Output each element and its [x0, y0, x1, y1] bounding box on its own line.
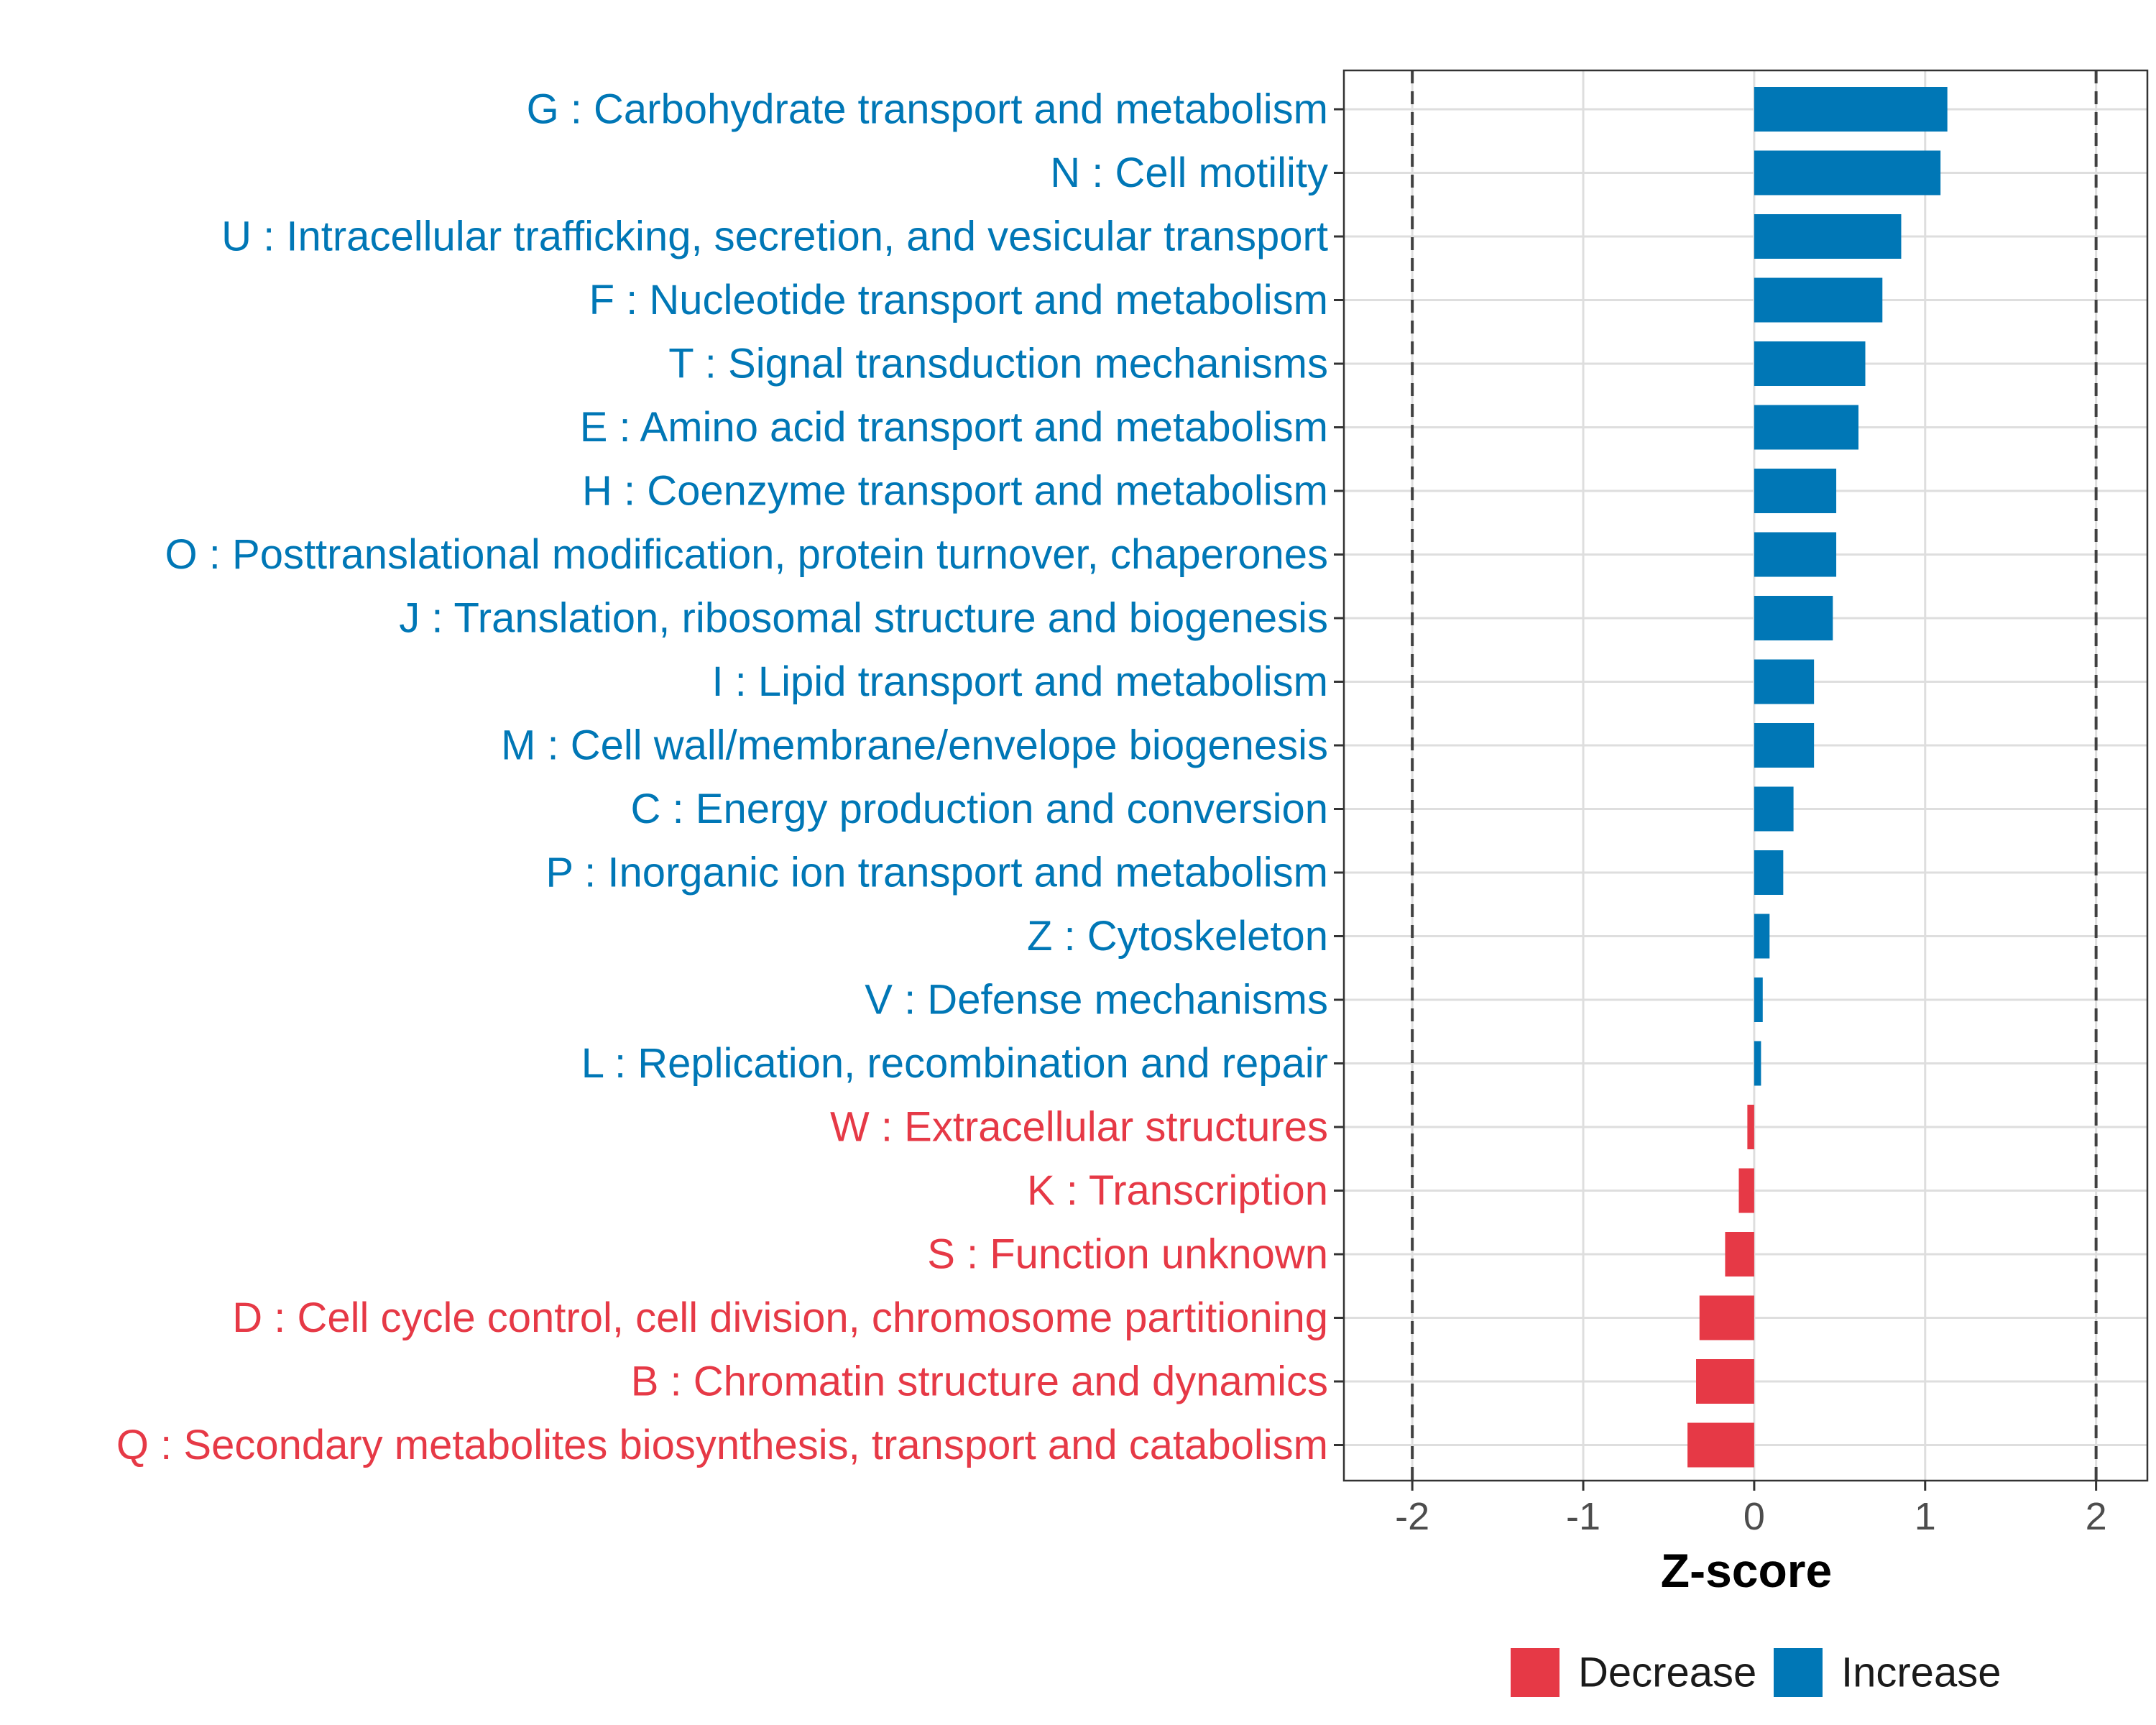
bar-10: [1754, 723, 1815, 768]
bar-20: [1696, 1359, 1754, 1404]
bar-5: [1754, 405, 1858, 450]
x-tick-label-2: 0: [1743, 1495, 1765, 1538]
category-label-14: V : Defense mechanisms: [865, 977, 1328, 1024]
horizontal-gridlines: [1344, 108, 2147, 1446]
plot-border: [1342, 69, 2149, 1482]
category-label-0: G : Carbohydrate transport and metabolis…: [527, 86, 1328, 133]
legend-label-decrease: Decrease: [1578, 1650, 1756, 1696]
bar-6: [1754, 469, 1837, 513]
category-label-4: T : Signal transduction mechanisms: [668, 341, 1328, 387]
x-tick-label-0: -2: [1395, 1495, 1429, 1538]
bar-0: [1754, 87, 1948, 132]
category-label-17: K : Transcription: [1027, 1167, 1328, 1214]
bar-18: [1725, 1232, 1754, 1276]
x-tick-label-3: 1: [1915, 1495, 1936, 1538]
bar-11: [1754, 786, 1794, 832]
legend-key-decrease: [1511, 1648, 1560, 1697]
bar-13: [1754, 914, 1770, 959]
category-label-2: U : Intracellular trafficking, secretion…: [221, 213, 1328, 260]
category-label-16: W : Extracellular structures: [830, 1104, 1328, 1151]
bar-9: [1754, 659, 1815, 704]
category-label-9: I : Lipid transport and metabolism: [711, 658, 1328, 705]
category-label-15: L : Replication, recombination and repai…: [581, 1040, 1328, 1087]
x-tick-label-4: 2: [2086, 1495, 2107, 1538]
bar-1: [1754, 150, 1941, 196]
category-label-18: S : Function unknown: [927, 1231, 1328, 1278]
legend: Decrease Increase: [1511, 1648, 2001, 1697]
category-label-8: J : Translation, ribosomal structure and…: [399, 595, 1328, 642]
category-label-19: D : Cell cycle control, cell division, c…: [232, 1294, 1328, 1341]
bar-2: [1754, 214, 1902, 259]
category-label-1: N : Cell motility: [1050, 150, 1328, 196]
x-axis-title: Z-score: [1661, 1544, 1832, 1597]
bar-17: [1738, 1168, 1754, 1213]
bar-14: [1754, 978, 1763, 1022]
category-label-6: H : Coenzyme transport and metabolism: [582, 468, 1328, 515]
bars: [1687, 87, 1948, 1468]
category-label-7: O : Posttranslational modification, prot…: [165, 531, 1328, 578]
bar-19: [1699, 1295, 1754, 1340]
x-axis-ticks: -2 -1 0 1 2: [1395, 1481, 2107, 1538]
bar-7: [1754, 532, 1837, 577]
category-label-3: F : Nucleotide transport and metabolism: [589, 277, 1328, 323]
category-label-21: Q : Secondary metabolites biosynthesis, …: [116, 1422, 1328, 1468]
bar-12: [1754, 850, 1784, 895]
reference-lines: [1411, 70, 2098, 1481]
category-label-20: B : Chromatin structure and dynamics: [631, 1358, 1328, 1405]
category-label-5: E : Amino acid transport and metabolism: [580, 404, 1328, 451]
bar-15: [1754, 1041, 1761, 1086]
bar-3: [1754, 277, 1883, 323]
legend-key-increase: [1774, 1648, 1823, 1697]
category-label-10: M : Cell wall/membrane/envelope biogenes…: [501, 722, 1328, 769]
category-label-11: C : Energy production and conversion: [631, 786, 1328, 832]
bar-21: [1687, 1422, 1754, 1468]
category-labels: G : Carbohydrate transport and metabolis…: [116, 86, 1344, 1468]
bar-4: [1754, 341, 1866, 386]
category-label-12: P : Inorganic ion transport and metaboli…: [545, 850, 1328, 896]
bar-16: [1747, 1105, 1754, 1149]
x-tick-label-1: -1: [1566, 1495, 1600, 1538]
bar-8: [1754, 596, 1833, 640]
category-label-13: Z : Cytoskeleton: [1027, 913, 1328, 960]
legend-label-increase: Increase: [1841, 1650, 2001, 1696]
